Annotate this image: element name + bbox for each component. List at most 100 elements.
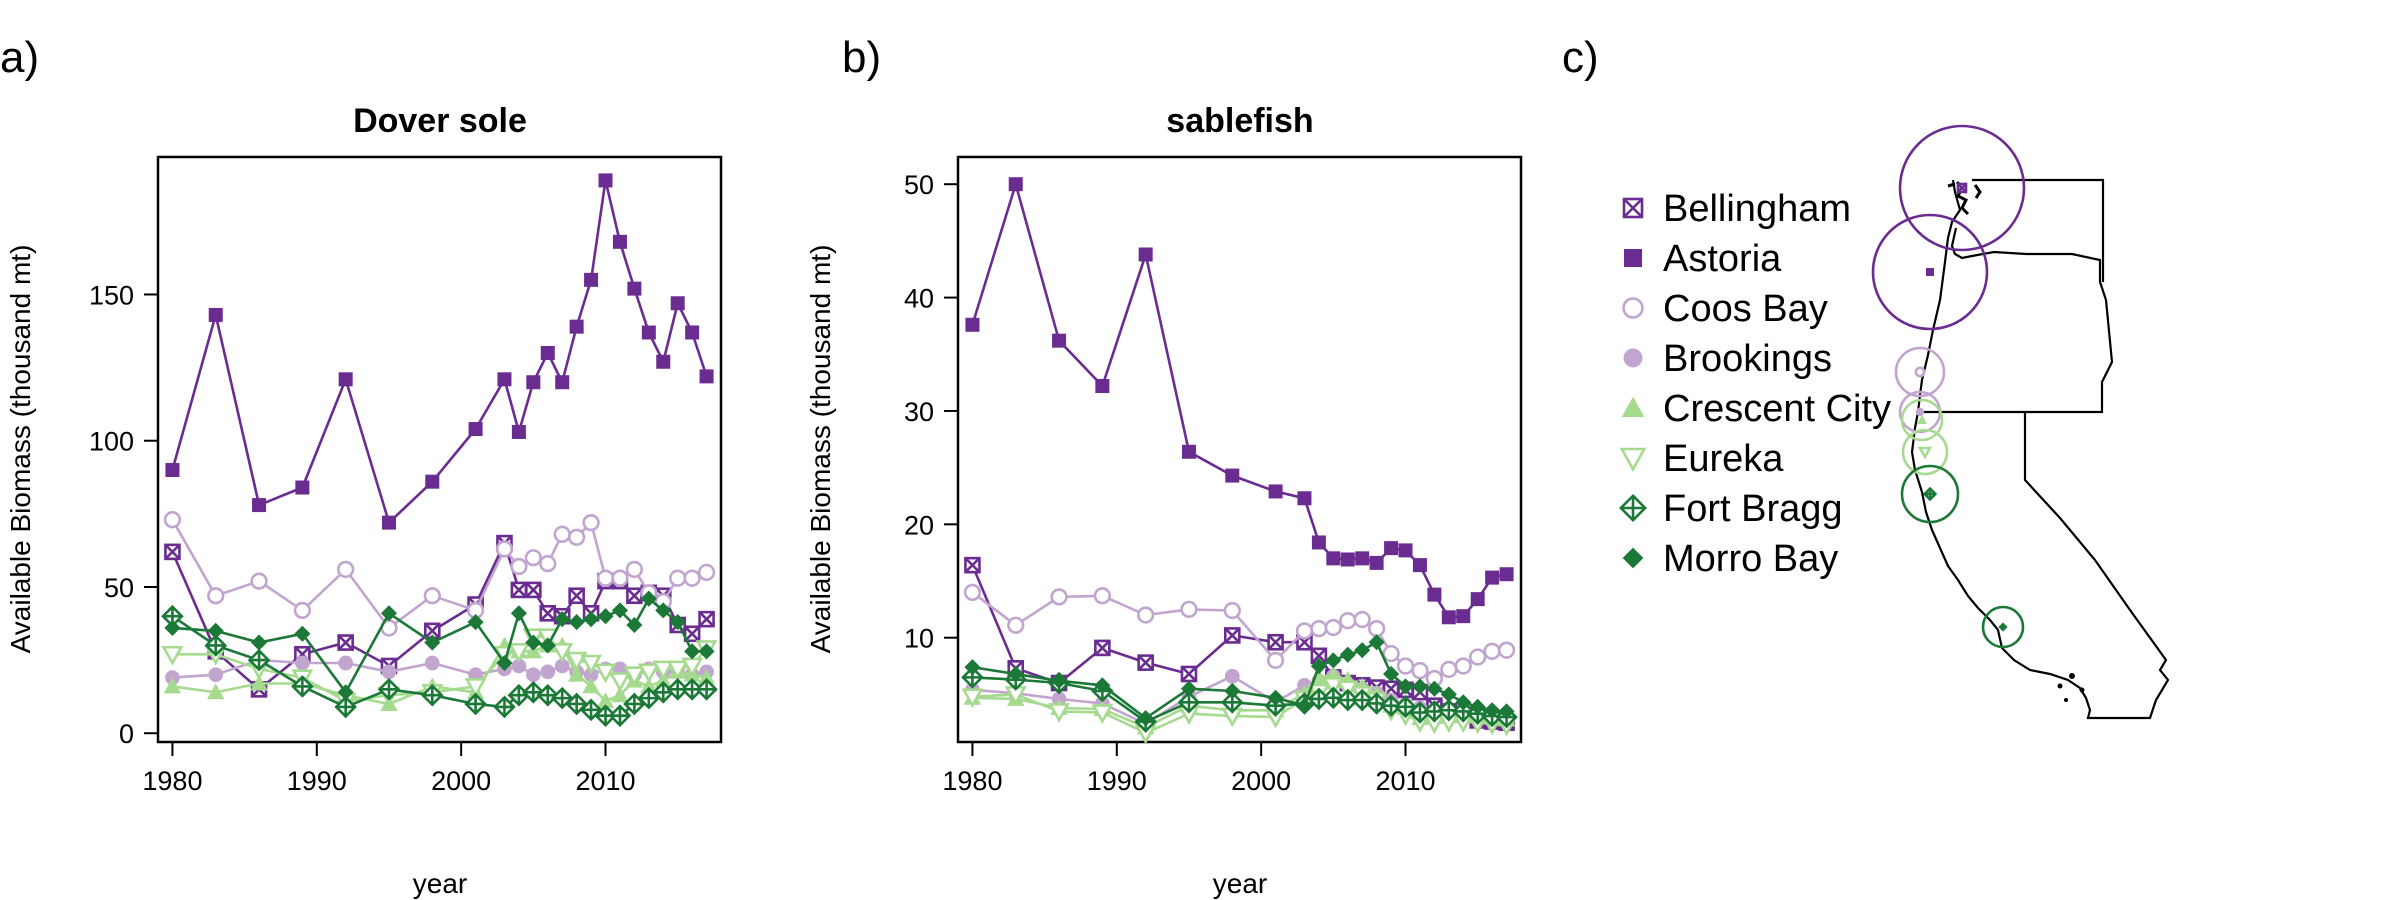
data-point	[1050, 588, 1068, 606]
series-fort-bragg	[161, 604, 718, 727]
map-island	[2057, 683, 2063, 689]
data-point	[1483, 642, 1501, 660]
data-point	[1384, 541, 1399, 556]
data-point	[1427, 587, 1442, 602]
map-port-astoria	[1871, 213, 1989, 331]
data-point	[294, 625, 311, 642]
data-point	[1180, 680, 1198, 697]
data-point	[565, 651, 588, 672]
legend-label: Fort Bragg	[1663, 488, 1843, 530]
legend-label: Bellingham	[1663, 188, 1851, 230]
data-point	[1396, 657, 1415, 675]
data-point	[1441, 610, 1456, 625]
data-point	[1008, 177, 1023, 192]
series-astoria	[165, 173, 714, 530]
data-point	[584, 272, 599, 287]
legend-item-bellingham: Bellingham	[1622, 188, 1851, 230]
data-point	[1411, 678, 1428, 695]
port-marker	[1956, 182, 1968, 194]
port-size-circle	[1901, 428, 1949, 476]
data-point	[423, 587, 441, 605]
data-point	[1095, 379, 1110, 394]
data-point	[656, 354, 671, 369]
data-point	[1322, 677, 1345, 697]
data-point	[582, 677, 600, 694]
map-port-bellingham	[1898, 124, 2026, 252]
data-point	[1137, 606, 1155, 624]
data-point	[1382, 644, 1400, 663]
data-point	[1369, 555, 1384, 570]
legend-item-brookings: Brookings	[1623, 338, 1832, 380]
data-point	[1440, 660, 1458, 679]
data-point	[377, 678, 401, 701]
data-point	[684, 643, 701, 660]
data-point	[1368, 634, 1385, 651]
legend-item-coos-bay: Coos Bay	[1622, 288, 1828, 330]
legend-marker	[1622, 197, 1644, 219]
data-point	[1350, 688, 1374, 712]
legend-label: Eureka	[1663, 438, 1784, 480]
chart-dover-sole: Dover sole Available Biomass (thousand m…	[5, 102, 723, 899]
data-point	[252, 498, 267, 513]
legend-marker	[1624, 249, 1642, 267]
data-point	[626, 616, 643, 634]
port-marker	[1917, 446, 1933, 460]
data-point	[568, 614, 585, 631]
legend-marker	[1622, 297, 1644, 319]
data-point	[1310, 647, 1328, 665]
data-point	[293, 601, 312, 620]
legend-label: Coos Bay	[1663, 288, 1828, 330]
x-axis-label: year	[1213, 868, 1267, 899]
data-point	[596, 569, 615, 587]
data-point	[1456, 609, 1471, 624]
x-tick-label: 1980	[142, 766, 202, 796]
data-point	[568, 587, 585, 605]
data-point	[525, 581, 542, 599]
port-marker	[1922, 486, 1938, 502]
data-point	[1137, 654, 1154, 671]
data-point	[1440, 686, 1457, 703]
data-point	[337, 684, 354, 701]
data-point	[1181, 444, 1196, 459]
data-point	[1455, 694, 1472, 711]
legend-item-astoria: Astoria	[1624, 238, 1782, 280]
data-point	[1355, 551, 1370, 566]
data-point	[338, 372, 353, 387]
data-point	[295, 655, 310, 671]
data-point	[540, 345, 555, 360]
data-point	[1224, 682, 1241, 700]
data-point	[163, 677, 182, 694]
data-point	[420, 683, 444, 707]
data-point	[1326, 551, 1341, 566]
port-marker	[1917, 415, 1927, 424]
data-point	[425, 474, 440, 489]
data-point	[611, 602, 628, 619]
data-point	[964, 556, 981, 574]
data-point	[291, 675, 314, 698]
data-point	[597, 608, 614, 625]
data-point	[1091, 704, 1114, 724]
data-point	[695, 678, 718, 701]
data-point	[698, 610, 715, 628]
data-point	[1311, 535, 1326, 550]
data-point	[598, 173, 613, 188]
data-point	[251, 634, 268, 651]
data-point	[1469, 648, 1487, 666]
data-point	[1397, 678, 1414, 695]
y-tick-label: 10	[904, 624, 934, 654]
y-axis-label: Available Biomass (thousand mt)	[5, 245, 36, 654]
data-point	[1137, 710, 1154, 727]
data-point	[965, 317, 980, 332]
data-point	[666, 660, 689, 681]
y-tick-label: 20	[904, 510, 934, 540]
data-point	[204, 634, 228, 657]
panel-label-b: b)	[842, 33, 881, 82]
data-point	[1297, 491, 1312, 506]
data-point	[1310, 619, 1328, 638]
map-port-morro-bay	[1981, 605, 2025, 649]
data-point	[207, 622, 224, 639]
data-point	[567, 665, 586, 682]
axis-ticks: 1980 1990 2000 2010 0 50 100 150	[89, 280, 636, 796]
data-point	[507, 643, 530, 663]
